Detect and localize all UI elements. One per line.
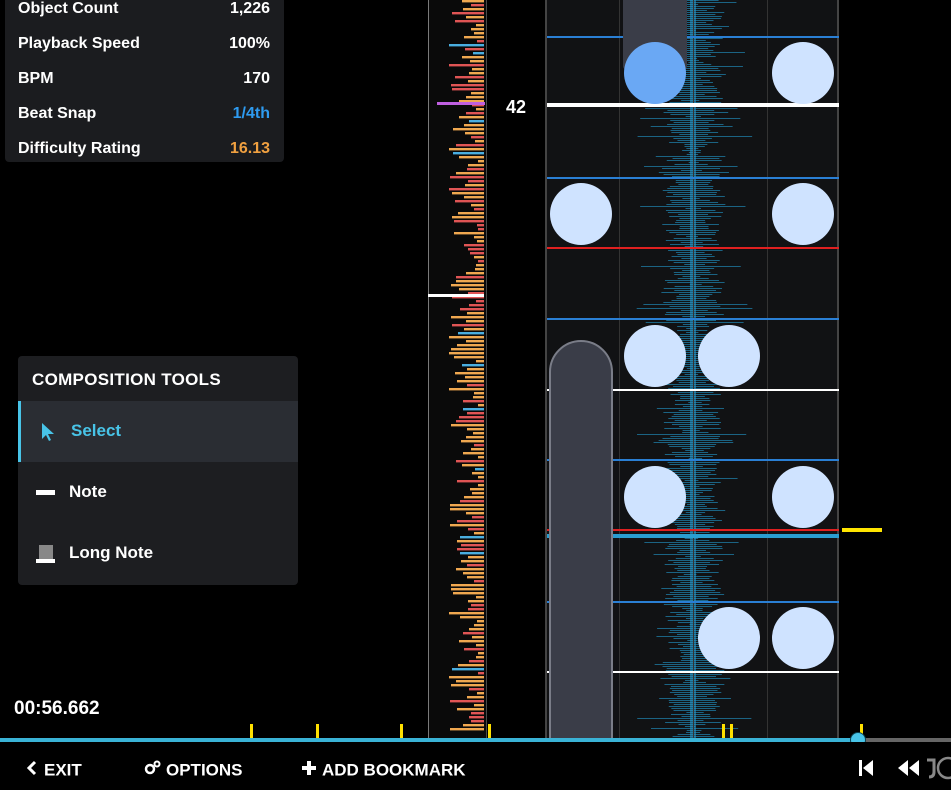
play-icon — [925, 756, 951, 780]
info-label: Playback Speed — [18, 35, 140, 52]
current-time: 00:56.662 — [14, 698, 100, 719]
measure-line — [547, 103, 839, 107]
skip-to-start-icon — [858, 760, 874, 782]
note[interactable] — [550, 183, 612, 245]
density-bars — [437, 0, 485, 731]
bookmark-marker[interactable] — [488, 724, 491, 738]
long-note-icon — [36, 544, 55, 563]
timeline-progress — [0, 738, 858, 742]
snap-line — [547, 318, 839, 320]
add-bookmark-label: ADD BOOKMARK — [322, 760, 466, 780]
note[interactable] — [772, 183, 834, 245]
info-value: 170 — [243, 70, 270, 87]
beat-line — [547, 671, 839, 673]
beat-line — [547, 389, 839, 391]
info-label: BPM — [18, 70, 54, 87]
note[interactable] — [772, 607, 834, 669]
rewind-icon — [897, 760, 921, 782]
note[interactable] — [624, 466, 686, 528]
info-row-beat-snap: Beat Snap 1/4th — [18, 105, 270, 129]
info-value: 100% — [229, 35, 270, 52]
play-button[interactable] — [925, 756, 951, 780]
timeline-track — [858, 738, 951, 742]
exit-label: EXIT — [44, 760, 82, 780]
tool-label: Select — [71, 421, 122, 440]
snap-line — [547, 36, 839, 38]
snap-line — [547, 247, 839, 249]
note[interactable] — [624, 42, 686, 104]
cursor-icon — [39, 422, 57, 441]
bottom-bar: EXIT OPTIONS ADD BOOKMARK — [0, 742, 951, 790]
map-info-panel: Object Count 1,226 Playback Speed 100% B… — [5, 0, 284, 162]
note[interactable] — [772, 466, 834, 528]
info-row-playback-speed: Playback Speed 100% — [18, 35, 270, 59]
bookmark-marker[interactable] — [722, 724, 725, 738]
bookmark-marker[interactable] — [730, 724, 733, 738]
note[interactable] — [624, 325, 686, 387]
info-row-bpm: BPM 170 — [18, 70, 270, 94]
tool-label: Note — [69, 482, 107, 501]
tool-label: Long Note — [69, 543, 154, 562]
tool-select[interactable]: Select — [18, 401, 298, 462]
info-label: Object Count — [18, 0, 119, 17]
snap-line — [547, 459, 839, 461]
composition-tools-panel: COMPOSITION TOOLS Select Note Long Note — [18, 356, 298, 585]
tool-long-note[interactable]: Long Note — [18, 523, 298, 584]
gears-icon — [144, 760, 161, 781]
info-value: 1,226 — [229, 0, 270, 17]
note-icon — [36, 483, 55, 501]
skip-to-start-button[interactable] — [858, 758, 874, 783]
density-position-marker — [428, 294, 484, 297]
rewind-button[interactable] — [897, 758, 921, 783]
note[interactable] — [698, 325, 760, 387]
info-label: Beat Snap — [18, 105, 97, 122]
song-timeline[interactable] — [0, 738, 951, 742]
options-label: OPTIONS — [166, 760, 243, 780]
options-button[interactable]: OPTIONS — [144, 760, 243, 780]
note[interactable] — [698, 607, 760, 669]
hit-position-line — [547, 534, 839, 538]
add-bookmark-button[interactable]: ADD BOOKMARK — [301, 760, 466, 780]
bookmark-marker[interactable] — [250, 724, 253, 738]
bookmark-marker[interactable] — [400, 724, 403, 738]
snap-line — [547, 529, 839, 531]
long-note-body[interactable] — [549, 340, 613, 740]
info-label: Difficulty Rating — [18, 140, 141, 157]
exit-button[interactable]: EXIT — [26, 760, 82, 780]
bookmark-marker[interactable] — [316, 724, 319, 738]
difficulty-value: 16.13 — [229, 140, 270, 157]
note[interactable] — [772, 42, 834, 104]
measure-number: 42 — [506, 97, 527, 117]
playhead-marker — [842, 528, 882, 532]
snap-line — [547, 177, 839, 179]
composition-tools-title: COMPOSITION TOOLS — [32, 370, 221, 389]
tool-note[interactable]: Note — [18, 462, 298, 523]
plus-icon — [301, 760, 317, 781]
density-graph[interactable] — [428, 0, 487, 740]
beat-snap-value[interactable]: 1/4th — [232, 105, 270, 122]
editor-playfield[interactable] — [545, 0, 839, 740]
lane-divider — [619, 0, 620, 740]
info-row-difficulty: Difficulty Rating 16.13 — [18, 140, 270, 164]
chevron-left-icon — [26, 760, 38, 781]
lane-divider — [767, 0, 768, 740]
lane-divider — [693, 0, 694, 740]
bookmark-marker[interactable] — [860, 724, 863, 738]
snap-line — [547, 601, 839, 603]
info-row-object-count: Object Count 1,226 — [18, 0, 270, 24]
